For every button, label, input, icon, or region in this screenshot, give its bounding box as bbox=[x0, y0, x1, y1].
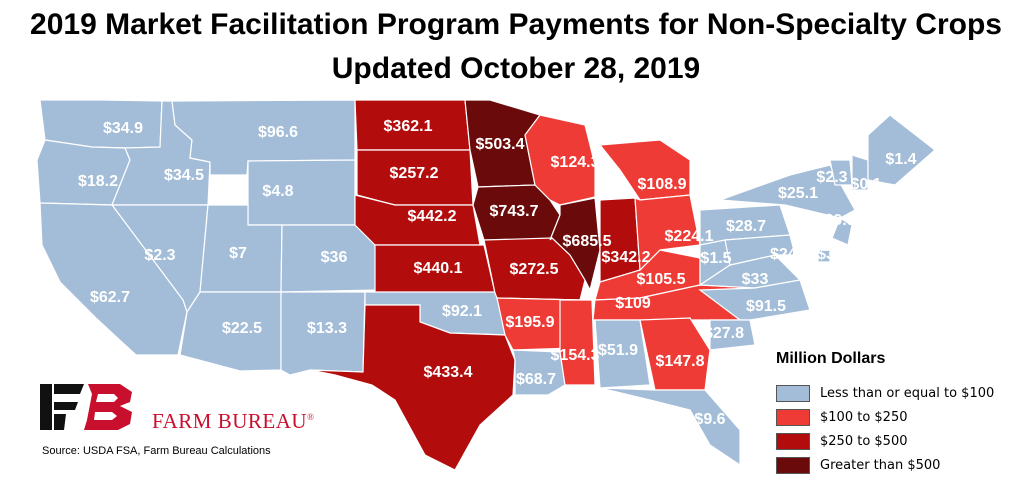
legend-swatch bbox=[776, 432, 810, 450]
state-ms bbox=[559, 299, 596, 386]
state-value-label-ca: $62.7 bbox=[90, 289, 130, 306]
state-il bbox=[549, 197, 601, 292]
state-value-label-ut: $7 bbox=[229, 245, 247, 262]
state-value-label-mn: $503.4 bbox=[476, 136, 525, 153]
state-value-label-tx: $433.4 bbox=[424, 364, 473, 381]
state-value-label-ms: $154.3 bbox=[551, 347, 600, 364]
state-ny bbox=[719, 164, 856, 219]
farm-bureau-wordmark: FARM BUREAU® bbox=[152, 409, 314, 434]
state-value-label-md: $24.6 bbox=[770, 246, 810, 263]
state-value-label-la: $68.7 bbox=[516, 371, 556, 388]
state-va bbox=[698, 254, 802, 289]
state-nj bbox=[831, 217, 853, 246]
state-fl bbox=[599, 387, 741, 467]
state-value-label-mt: $96.6 bbox=[258, 124, 298, 141]
state-value-label-or: $18.2 bbox=[78, 173, 118, 190]
state-value-label-fl: $9.6 bbox=[694, 411, 725, 428]
legend-swatch bbox=[776, 456, 810, 474]
state-value-label-al: $51.9 bbox=[598, 342, 638, 359]
state-value-label-nc: $91.5 bbox=[746, 298, 786, 315]
state-value-label-nj: $9.3 bbox=[824, 212, 855, 229]
state-value-label-nd: $362.1 bbox=[384, 118, 433, 135]
state-value-label-co: $36 bbox=[321, 249, 348, 266]
state-value-label-mi: $108.9 bbox=[638, 176, 687, 193]
state-value-label-ar: $195.9 bbox=[506, 314, 555, 331]
state-value-label-il: $685.5 bbox=[563, 233, 612, 250]
state-mt bbox=[171, 99, 356, 176]
state-tx bbox=[309, 304, 516, 471]
state-value-label-tn: $109 bbox=[615, 295, 651, 312]
legend-title: Million Dollars bbox=[776, 350, 886, 367]
state-value-label-ok: $92.1 bbox=[442, 303, 482, 320]
farm-bureau-logo-icon bbox=[40, 384, 132, 430]
state-value-label-ne: $442.2 bbox=[408, 208, 457, 225]
state-value-label-pa: $28.7 bbox=[726, 218, 766, 235]
legend-label: Less than or equal to $100 bbox=[820, 385, 995, 401]
legend-swatch bbox=[776, 384, 810, 402]
legend-item-low: Less than or equal to $100 bbox=[776, 383, 994, 403]
state-value-label-vt: $2.3 bbox=[816, 169, 847, 186]
state-value-label-ks: $440.1 bbox=[414, 260, 463, 277]
legend-label: $100 to $250 bbox=[820, 409, 908, 425]
state-wa bbox=[39, 99, 163, 149]
legend-label: Greater than $500 bbox=[820, 457, 941, 473]
state-value-label-nh: $0.1 bbox=[850, 176, 881, 193]
state-al bbox=[594, 319, 651, 389]
state-value-label-sd: $257.2 bbox=[390, 165, 439, 182]
map-title: 2019 Market Facilitation Program Payment… bbox=[30, 8, 1002, 41]
state-value-label-ny: $25.1 bbox=[778, 185, 818, 202]
state-value-label-az: $22.5 bbox=[222, 320, 262, 337]
state-me bbox=[867, 114, 936, 186]
state-value-label-wa: $34.9 bbox=[103, 120, 143, 137]
legend-swatch bbox=[776, 408, 810, 426]
registered-mark: ® bbox=[307, 412, 315, 422]
state-value-label-mo: $272.5 bbox=[510, 261, 559, 278]
state-value-label-va: $33 bbox=[742, 271, 769, 288]
state-value-label-in: $342.2 bbox=[602, 249, 651, 266]
state-nh bbox=[851, 154, 869, 191]
map-subtitle: Updated October 28, 2019 bbox=[331, 52, 701, 85]
state-oh bbox=[634, 194, 701, 272]
state-ga bbox=[639, 317, 711, 391]
state-value-label-de: $3 bbox=[817, 246, 835, 263]
legend-item-high: $250 to $500 bbox=[776, 431, 907, 451]
state-value-label-wv: $1.5 bbox=[700, 250, 731, 267]
state-value-label-me: $1.4 bbox=[885, 151, 916, 168]
state-ca bbox=[39, 202, 188, 356]
state-value-label-nv: $2.3 bbox=[144, 247, 175, 264]
source-note: Source: USDA FSA, Farm Bureau Calculatio… bbox=[42, 445, 271, 457]
state-value-label-sc: $27.8 bbox=[704, 325, 744, 342]
state-de bbox=[817, 249, 831, 263]
state-value-label-id: $34.5 bbox=[164, 167, 204, 184]
wordmark-text: FARM BUREAU bbox=[152, 409, 308, 433]
state-value-label-ga: $147.8 bbox=[656, 353, 705, 370]
state-value-label-wy: $4.8 bbox=[262, 183, 293, 200]
state-md bbox=[724, 234, 796, 266]
legend-item-top: Greater than $500 bbox=[776, 455, 940, 475]
state-sc bbox=[709, 319, 756, 351]
legend-label: $250 to $500 bbox=[820, 433, 908, 449]
state-value-label-wi: $124.3 bbox=[551, 154, 600, 171]
state-value-label-oh: $224.1 bbox=[665, 228, 714, 245]
state-value-label-ky: $105.5 bbox=[637, 271, 686, 288]
legend-item-mid: $100 to $250 bbox=[776, 407, 907, 427]
state-value-label-ia: $743.7 bbox=[490, 203, 539, 220]
state-value-label-nm: $13.3 bbox=[307, 320, 347, 337]
